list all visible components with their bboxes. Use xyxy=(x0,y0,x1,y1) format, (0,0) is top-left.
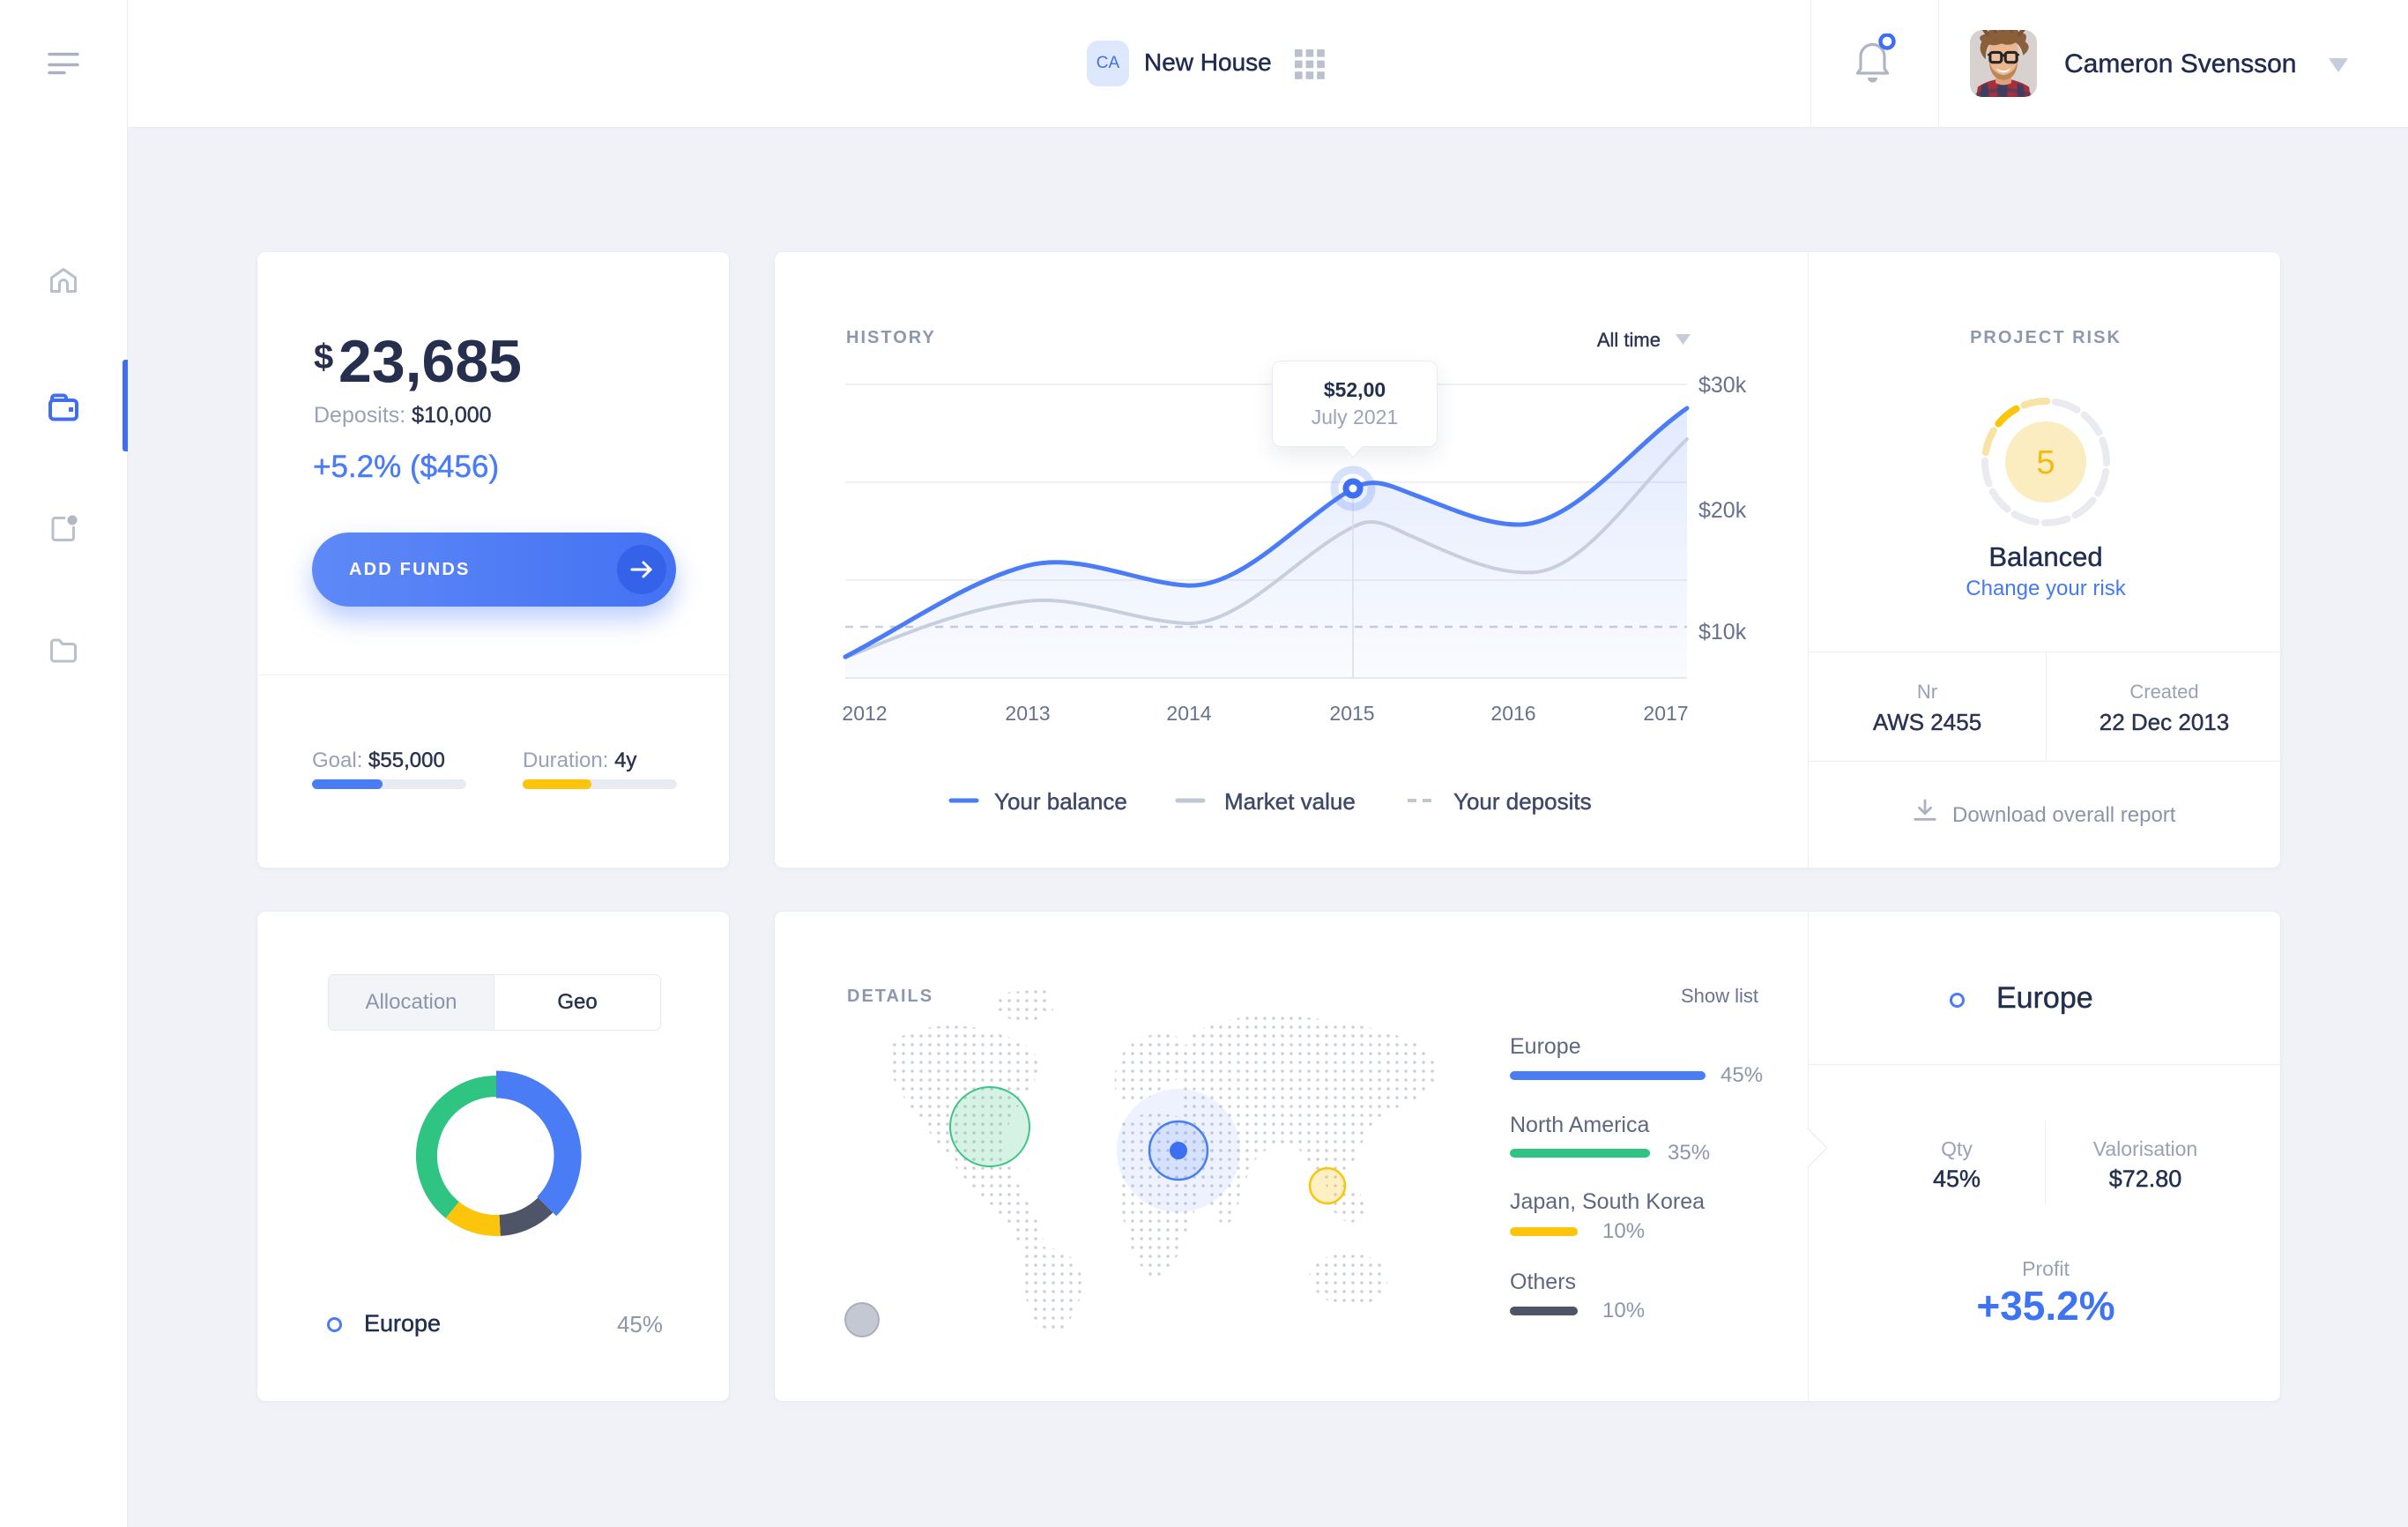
svg-text:5: 5 xyxy=(2036,444,2055,481)
